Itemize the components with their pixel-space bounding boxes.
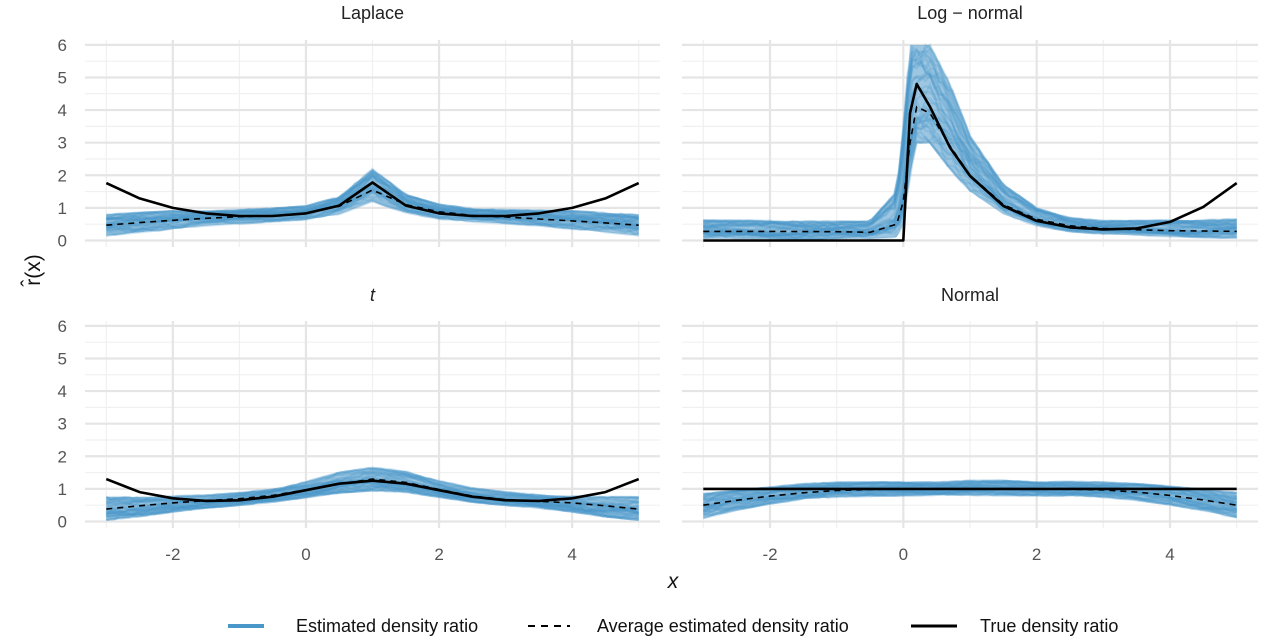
y-tick-label: 3 bbox=[58, 134, 67, 153]
legend-label-estimated: Estimated density ratio bbox=[296, 616, 478, 636]
x-tick-label: 4 bbox=[1165, 545, 1174, 564]
y-tick-label: 4 bbox=[58, 382, 67, 401]
x-tick-label: 0 bbox=[301, 545, 310, 564]
panel-title: Laplace bbox=[341, 3, 404, 23]
panel-title: t bbox=[370, 285, 376, 305]
panel-title: Log − normal bbox=[917, 3, 1023, 23]
x-tick-label: 2 bbox=[434, 545, 443, 564]
x-tick-label: -2 bbox=[165, 545, 180, 564]
estimated-density-ratio-band bbox=[703, 44, 1237, 239]
y-tick-label: 0 bbox=[58, 512, 67, 531]
panel-t: t 0 1 2 3 4 5 6 -2 0 2 4 bbox=[58, 285, 660, 564]
y-tick-label: 4 bbox=[58, 101, 67, 120]
estimated-density-ratio-curves bbox=[105, 466, 640, 521]
true-density-ratio-line bbox=[105, 181, 640, 218]
average-estimated-density-ratio-line bbox=[106, 478, 639, 510]
legend-label-true: True density ratio bbox=[980, 616, 1118, 636]
legend: Estimated density ratio Average estimate… bbox=[228, 616, 1118, 636]
panel-normal: Normal -2 0 2 4 bbox=[682, 285, 1258, 564]
true-density-ratio-line bbox=[703, 82, 1238, 242]
y-tick-label: 6 bbox=[58, 36, 67, 55]
y-tick-label: 1 bbox=[58, 480, 67, 499]
true-density-ratio-line bbox=[105, 477, 640, 503]
y-tick-label: 5 bbox=[58, 68, 67, 87]
x-tick-label: 0 bbox=[899, 545, 908, 564]
y-tick-label: 6 bbox=[58, 317, 67, 336]
y-tick-label: 0 bbox=[58, 231, 67, 250]
x-tick-label: 2 bbox=[1032, 545, 1041, 564]
y-tick-label: 5 bbox=[58, 349, 67, 368]
y-tick-label: 2 bbox=[58, 447, 67, 466]
x-axis-title: x bbox=[667, 570, 680, 593]
y-axis-title: r̂(x) bbox=[21, 254, 45, 287]
panel-laplace: Laplace 0 1 2 3 4 5 6 bbox=[58, 3, 660, 250]
y-tick-label: 2 bbox=[58, 166, 67, 185]
y-tick-label: 3 bbox=[58, 415, 67, 434]
legend-label-average: Average estimated density ratio bbox=[597, 616, 849, 636]
estimated-density-ratio-curves bbox=[702, 479, 1238, 520]
estimated-density-ratio-band bbox=[106, 168, 639, 236]
average-estimated-density-ratio-line bbox=[106, 189, 639, 226]
y-tick-label: 1 bbox=[58, 199, 67, 218]
panel-title: Normal bbox=[941, 285, 999, 305]
x-tick-label: -2 bbox=[762, 545, 777, 564]
panel-log-normal: Log − normal bbox=[682, 3, 1258, 247]
estimated-density-ratio-band bbox=[106, 467, 639, 520]
x-tick-label: 4 bbox=[567, 545, 576, 564]
